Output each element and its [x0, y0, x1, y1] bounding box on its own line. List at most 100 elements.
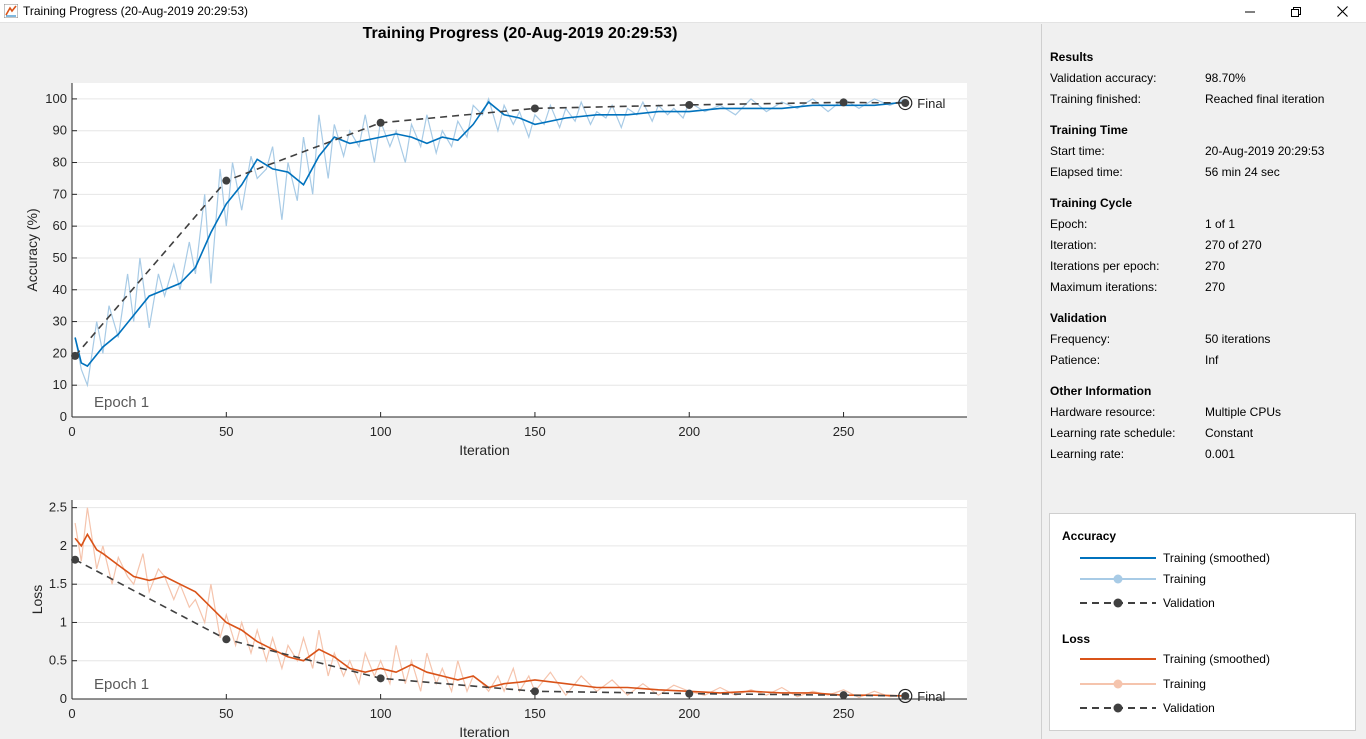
legend-item: Training [1080, 571, 1206, 587]
info-label: Start time: [1050, 144, 1105, 158]
final-marker [898, 95, 913, 111]
matlab-app-icon [4, 4, 18, 18]
window-title: Training Progress (20-Aug-2019 20:29:53) [23, 4, 249, 18]
legend-item: Validation [1080, 595, 1215, 611]
validation-point [376, 118, 385, 127]
restore-button[interactable] [1273, 0, 1319, 23]
info-label: Training finished: [1050, 92, 1141, 106]
x-axis-label: Iteration [459, 442, 510, 458]
x-tick-label: 0 [68, 706, 75, 721]
legend-heading-loss: Loss [1062, 632, 1091, 646]
close-button[interactable] [1319, 0, 1365, 23]
info-label: Validation accuracy: [1050, 71, 1157, 85]
legend-dashed-icon [1080, 598, 1156, 608]
legend-item: Validation [1080, 700, 1215, 716]
training-smoothed-line [74, 532, 906, 697]
training-cycle-heading: Training Cycle [1050, 196, 1133, 210]
info-value: 20-Aug-2019 20:29:53 [1205, 144, 1325, 158]
info-value: 98.70% [1205, 71, 1246, 85]
y-tick-label: 1 [60, 614, 67, 629]
final-label: Final [917, 96, 945, 111]
validation-point [901, 99, 910, 108]
results-heading: Results [1050, 50, 1094, 64]
validation-section: Validation Frequency: 50 iterations Patie… [1050, 308, 1360, 371]
loss-axes-background [72, 500, 967, 699]
validation-point [685, 100, 694, 109]
legend-line-icon [1080, 557, 1156, 559]
x-tick-label: 250 [833, 424, 855, 439]
validation-point [839, 98, 848, 107]
info-label: Patience: [1050, 353, 1101, 367]
restore-icon [1291, 6, 1301, 17]
info-value: 270 [1205, 259, 1226, 273]
x-axis-label: Iteration [459, 724, 510, 739]
x-tick-label: 200 [678, 706, 700, 721]
validation-heading: Validation [1050, 311, 1107, 325]
other-information-section: Other Information Hardware resource: Mult… [1050, 381, 1360, 465]
info-row: Elapsed time: 56 min 24 sec [1050, 162, 1360, 183]
info-value: Constant [1205, 426, 1254, 440]
info-label: Learning rate schedule: [1050, 426, 1176, 440]
info-value: 56 min 24 sec [1205, 165, 1280, 179]
y-tick-label: 60 [53, 218, 67, 233]
y-tick-label: 100 [45, 91, 67, 106]
legend-label: Training (smoothed) [1163, 652, 1270, 666]
info-label: Elapsed time: [1050, 165, 1123, 179]
title-bar: Training Progress (20-Aug-2019 20:29:53) [0, 0, 1366, 23]
training-time-section: Training Time Start time: 20-Aug-2019 20:… [1050, 120, 1360, 183]
validation-point [222, 176, 231, 185]
final-marker [898, 688, 913, 704]
epoch-annotation: Epoch 1 [94, 676, 149, 693]
legend-marker-icon [1080, 679, 1156, 689]
legend-item: Training (smoothed) [1080, 550, 1270, 566]
legend-label: Validation [1163, 596, 1215, 610]
legend-item: Training (smoothed) [1080, 651, 1270, 667]
results-section: Results Validation accuracy: 98.70% Train… [1050, 47, 1360, 110]
close-icon [1336, 6, 1348, 17]
x-tick-label: 150 [524, 706, 546, 721]
training-cycle-section: Training Cycle Epoch: 1 of 1 Iteration: 27… [1050, 193, 1360, 298]
x-tick-label: 50 [219, 706, 233, 721]
x-tick-label: 0 [68, 424, 75, 439]
info-panel: Results Validation accuracy: 98.70% Train… [1041, 24, 1366, 739]
validation-point [685, 689, 694, 698]
plot-title: Training Progress (20-Aug-2019 20:29:53) [362, 25, 678, 42]
y-tick-label: 20 [53, 345, 67, 360]
y-tick-label: 70 [53, 186, 67, 201]
info-label: Hardware resource: [1050, 405, 1156, 419]
legend-marker-icon [1080, 574, 1156, 584]
minimize-icon [1245, 11, 1255, 12]
legend-dashed-icon [1080, 703, 1156, 713]
minimize-button[interactable] [1227, 0, 1273, 23]
validation-point [530, 687, 539, 696]
y-tick-label: 30 [53, 314, 67, 329]
legend-heading-accuracy: Accuracy [1062, 529, 1117, 543]
info-label: Learning rate: [1050, 447, 1125, 461]
y-tick-label: 2.5 [49, 500, 67, 515]
validation-point [71, 555, 80, 564]
info-row: Validation accuracy: 98.70% [1050, 68, 1360, 89]
x-tick-label: 100 [370, 706, 392, 721]
info-row: Epoch: 1 of 1 [1050, 214, 1360, 235]
info-value: 50 iterations [1205, 332, 1271, 346]
info-row: Frequency: 50 iterations [1050, 329, 1360, 350]
y-tick-label: 50 [53, 250, 67, 265]
x-tick-label: 200 [678, 424, 700, 439]
info-value: 0.001 [1205, 447, 1236, 461]
info-label: Iterations per epoch: [1050, 259, 1160, 273]
info-row: Training finished: Reached final iteratio… [1050, 89, 1360, 110]
legend-label: Validation [1163, 701, 1215, 715]
other-information-heading: Other Information [1050, 384, 1152, 398]
validation-point [530, 104, 539, 113]
info-row: Start time: 20-Aug-2019 20:29:53 [1050, 141, 1360, 162]
legend-label: Training [1163, 572, 1206, 586]
y-tick-label: 10 [53, 377, 67, 392]
y-tick-label: 2 [60, 538, 67, 553]
y-tick-label: 1.5 [49, 576, 67, 591]
info-label: Epoch: [1050, 217, 1088, 231]
validation-point [901, 691, 910, 700]
y-tick-label: 90 [53, 123, 67, 138]
y-axis-label: Accuracy (%) [24, 208, 40, 291]
legend-item: Training [1080, 676, 1206, 692]
